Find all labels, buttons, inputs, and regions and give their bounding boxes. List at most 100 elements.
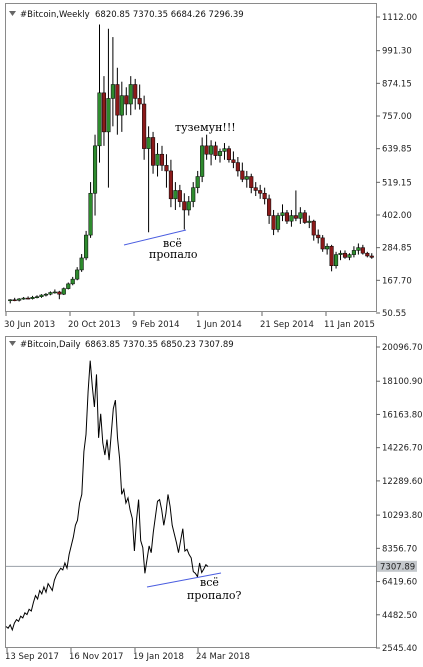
weekly-annotation-vsyo: всё xyxy=(163,237,182,250)
weekly-header-ohlc: 6820.85 7370.35 6684.26 7296.39 xyxy=(95,10,244,20)
weekly-y-tick-label: 1112.00 xyxy=(382,13,417,23)
weekly-x-tick-label: 20 Oct 2013 xyxy=(68,320,121,330)
daily-y-tick-label: 4482.50 xyxy=(382,611,417,621)
weekly-candle-up xyxy=(70,278,75,285)
weekly-candle-down xyxy=(226,148,231,161)
weekly-y-tick-label: 284.85 xyxy=(382,244,412,254)
weekly-candle-down xyxy=(369,255,374,258)
weekly-y-tick-label: 519.15 xyxy=(382,178,412,188)
weekly-y-tick-label: 639.85 xyxy=(382,145,412,155)
weekly-candle-up xyxy=(8,299,13,302)
weekly-candle-down xyxy=(267,198,272,216)
weekly-candle-down xyxy=(293,215,298,219)
daily-price-line xyxy=(5,360,209,632)
weekly-candle-up xyxy=(191,187,196,202)
weekly-candle-up xyxy=(88,192,93,236)
weekly-candle-down xyxy=(57,291,62,295)
daily-annotation-vsyo: всё xyxy=(200,576,219,589)
weekly-candle-up xyxy=(347,254,352,258)
daily-last-price-label: 7307.89 xyxy=(380,562,415,572)
weekly-candle-up xyxy=(200,145,205,177)
weekly-candle-down xyxy=(329,245,334,266)
daily-y-tick-label: 18100.90 xyxy=(382,377,423,387)
weekly-candle-down xyxy=(182,201,187,211)
daily-y-tick-label: 12289.60 xyxy=(382,477,423,487)
weekly-candle-down xyxy=(240,170,245,180)
weekly-candle-up xyxy=(39,294,44,297)
weekly-candle-up xyxy=(338,252,343,255)
daily-collapse-arrow-icon[interactable] xyxy=(9,341,16,346)
weekly-annotation-propalo: пропало xyxy=(149,248,198,261)
weekly-candle-up xyxy=(186,201,191,211)
weekly-y-tick-label: 402.00 xyxy=(382,211,412,221)
weekly-candle-down xyxy=(101,92,107,133)
weekly-x-tick-label: 11 Jan 2015 xyxy=(324,320,375,330)
daily-header-ohlc: 6863.85 7370.35 6850.23 7307.89 xyxy=(85,340,234,350)
weekly-candle-down xyxy=(168,170,173,200)
daily-annotation-propalo: пропало? xyxy=(187,589,241,602)
weekly-candle-down xyxy=(177,190,182,202)
weekly-support-trendline xyxy=(123,229,187,246)
weekly-candle-up xyxy=(34,296,40,298)
weekly-plot-frame xyxy=(5,3,377,312)
weekly-candle-down xyxy=(26,297,31,300)
daily-y-tick-label: 16163.80 xyxy=(382,410,423,420)
weekly-candle-down xyxy=(316,234,321,239)
weekly-candle-up xyxy=(356,247,361,251)
weekly-y-tick-label: 991.30 xyxy=(382,47,412,57)
daily-y-tick-label: 20096.70 xyxy=(382,343,423,353)
weekly-y-tick-label: 874.15 xyxy=(382,79,412,89)
weekly-candle-down xyxy=(262,192,267,200)
weekly-candle-up xyxy=(21,297,26,300)
weekly-annotation-tuzemun: туземун!!! xyxy=(175,121,236,134)
weekly-x-tick-label: 21 Sep 2014 xyxy=(260,320,314,330)
weekly-x-tick-label: 1 Jun 2014 xyxy=(196,320,242,330)
weekly-x-tick-label: 30 Jun 2013 xyxy=(4,320,55,330)
weekly-candle-down xyxy=(12,299,17,302)
weekly-candle-up xyxy=(119,95,124,116)
weekly-candle-down xyxy=(302,212,307,223)
weekly-candle-up xyxy=(75,269,80,280)
weekly-candle-down xyxy=(231,159,236,163)
weekly-candle-down xyxy=(360,247,365,254)
weekly-candle-down xyxy=(115,84,120,116)
weekly-candle-down xyxy=(365,252,370,257)
weekly-candle-up xyxy=(84,234,89,259)
weekly-candle-up xyxy=(298,212,303,219)
daily-y-tick-label: 6419.60 xyxy=(382,578,417,588)
daily-header-symbol: #Bitcoin,Daily xyxy=(20,340,80,350)
weekly-candle-down xyxy=(249,176,254,188)
daily-y-tick-label: 8356.70 xyxy=(382,544,417,554)
weekly-candle-down xyxy=(204,145,209,155)
weekly-candle-up xyxy=(61,288,66,295)
weekly-x-tick-label: 9 Feb 2014 xyxy=(132,320,180,330)
weekly-y-tick-label: 167.70 xyxy=(382,276,412,286)
weekly-candle-down xyxy=(124,95,129,105)
weekly-candle-down xyxy=(342,252,348,258)
weekly-candle-up xyxy=(334,254,339,266)
daily-x-tick-label: 24 Mar 2018 xyxy=(196,652,250,662)
weekly-candle-up xyxy=(66,283,71,289)
weekly-candle-up xyxy=(351,250,356,255)
weekly-candle-down xyxy=(137,98,142,105)
weekly-collapse-arrow-icon[interactable] xyxy=(9,11,16,16)
weekly-candle-up xyxy=(209,145,214,155)
weekly-candle-up xyxy=(48,292,53,295)
weekly-y-tick-label: 50.55 xyxy=(382,309,406,319)
daily-y-tick-label: 14226.70 xyxy=(382,444,423,454)
weekly-candle-up xyxy=(43,293,48,296)
weekly-candle-up xyxy=(280,212,285,216)
weekly-candle-up xyxy=(217,151,223,156)
daily-plot-frame xyxy=(5,336,377,648)
weekly-candle-up xyxy=(222,148,227,152)
weekly-candle-up xyxy=(97,92,102,147)
weekly-candle-up xyxy=(307,220,312,223)
daily-x-tick-label: 16 Nov 2017 xyxy=(69,652,123,662)
weekly-candle-up xyxy=(173,190,178,200)
weekly-candle-up xyxy=(244,176,249,180)
weekly-candle-up xyxy=(110,84,115,99)
weekly-candle-down xyxy=(284,212,290,222)
weekly-candlestick-chart: #Bitcoin,Weekly 6820.85 7370.35 6684.26 … xyxy=(4,3,417,330)
weekly-candle-down xyxy=(253,187,258,191)
weekly-candle-up xyxy=(17,298,22,301)
